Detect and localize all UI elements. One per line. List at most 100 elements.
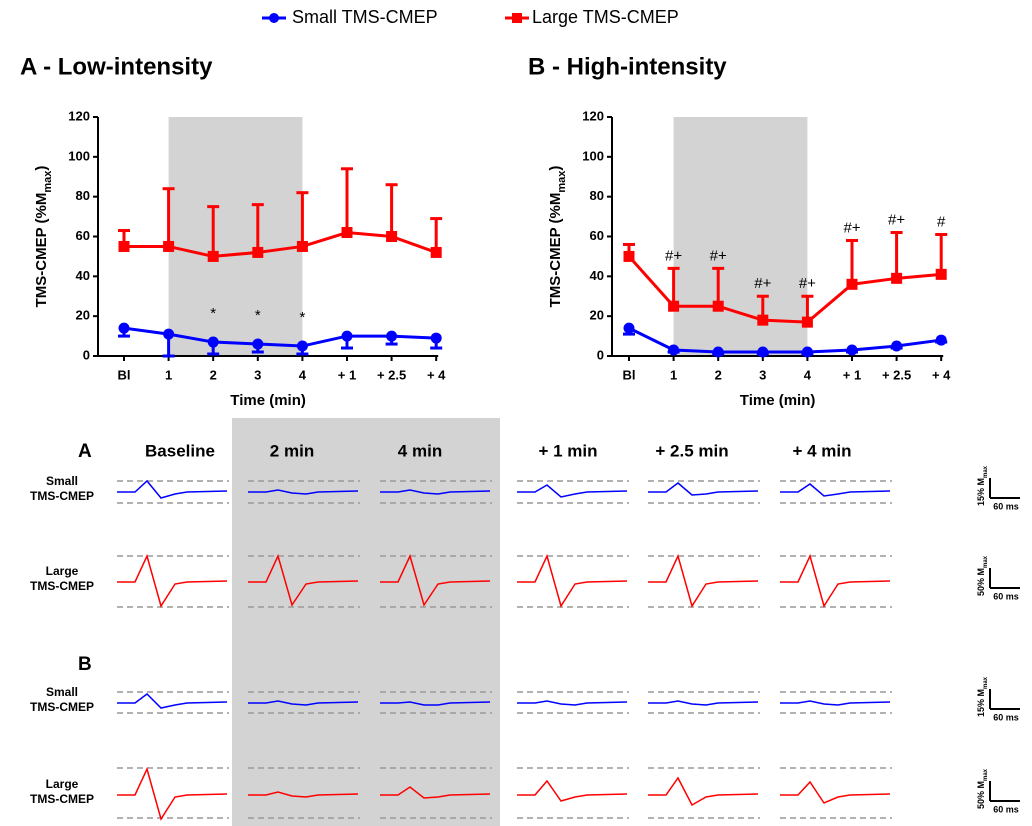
y-axis-label: TMS-CMEP (%Mmax) [547,166,568,308]
point [296,240,308,252]
row-label: Large [46,777,79,791]
point [430,246,442,258]
scale-amp-part: 15% M [976,478,986,506]
trace [117,766,228,821]
error-bar [935,233,948,275]
trace [380,786,491,799]
point [935,334,947,346]
point [386,330,398,342]
trace [517,779,628,802]
trace [517,484,628,498]
legend-marker [269,13,279,23]
error-bar [296,191,309,247]
point [623,322,635,334]
y-tick-label: 20 [590,308,604,323]
column-header: + 1 min [538,441,597,460]
annotation: * [299,309,305,326]
trace [780,483,891,497]
point [891,340,903,352]
row-label: TMS-CMEP [30,579,94,593]
legend-marker [512,13,522,23]
point [668,344,680,356]
x-tick-label: Bl [118,367,131,382]
trace-shade [232,418,500,826]
annotation: #+ [843,219,860,236]
legend-label: Large TMS-CMEP [532,7,679,27]
scale-time: 60 ms [993,591,1019,601]
trace [380,701,491,706]
x-tick-label: + 2.5 [377,367,406,382]
scale-amp-part: 50% M [976,568,986,596]
point [668,300,680,312]
error-bar [385,183,398,237]
y-axis-label-part: ) [33,166,50,171]
x-tick-label: 2 [715,367,722,382]
scale-amp-part: 15% M [976,689,986,717]
x-tick-label: + 2.5 [882,367,911,382]
trace [648,776,759,807]
column-header: + 4 min [792,441,851,460]
point [935,268,947,280]
scale-amp-sub: max [983,555,989,568]
trace [380,489,491,495]
y-tick-label: 60 [590,228,604,243]
annotation: # [937,213,946,230]
annotation: * [210,305,216,322]
scale-amp: 50% Mmax [976,768,988,809]
error-bar [162,187,175,247]
error-bar [207,205,220,257]
column-header: 2 min [270,441,314,460]
y-tick-label: 100 [68,148,90,163]
legend-label: Small TMS-CMEP [292,7,438,27]
row-label: Small [46,685,78,699]
scale-amp: 15% Mmax [976,676,988,717]
annotation: #+ [754,275,771,292]
x-tick-label: 1 [670,367,677,382]
point [712,346,724,358]
y-tick-label: 60 [76,228,90,243]
x-tick-label: 2 [210,367,217,382]
scale-amp: 50% Mmax [976,555,988,596]
trace [248,489,359,495]
error-bar [890,231,903,279]
error-bar [846,238,858,285]
series-line [627,255,942,324]
y-tick-label: 20 [76,308,90,323]
scale-amp-sub: max [983,768,989,781]
x-tick-label: Bl [623,367,636,382]
series-line [124,230,437,258]
trace [780,780,891,804]
scale-time: 60 ms [993,712,1019,722]
y-axis-label-part: TMS-CMEP (%M [33,193,50,308]
point [623,250,635,262]
trace [780,700,891,706]
trace [248,700,359,706]
series-line [628,326,942,354]
y-tick-label: 100 [582,148,604,163]
row-label: Large [46,564,79,578]
x-tick-label: + 4 [932,367,951,382]
x-tick-label: + 4 [427,367,446,382]
y-tick-label: 0 [83,347,90,362]
point [252,338,264,350]
annotation: #+ [710,247,727,264]
annotation: #+ [665,247,682,264]
trace [248,553,359,607]
y-tick-label: 120 [68,108,90,123]
shade [673,117,808,356]
point [801,346,813,358]
error-bar [251,203,264,253]
scale-amp: 15% Mmax [976,465,988,506]
point [801,316,813,328]
x-tick-label: 3 [759,367,766,382]
point [252,246,264,258]
point [207,250,219,262]
column-header: + 2.5 min [655,441,728,460]
shade [168,117,303,356]
point [430,332,442,344]
point [207,336,219,348]
trace [380,553,491,607]
point [118,240,130,252]
trace [780,553,891,608]
